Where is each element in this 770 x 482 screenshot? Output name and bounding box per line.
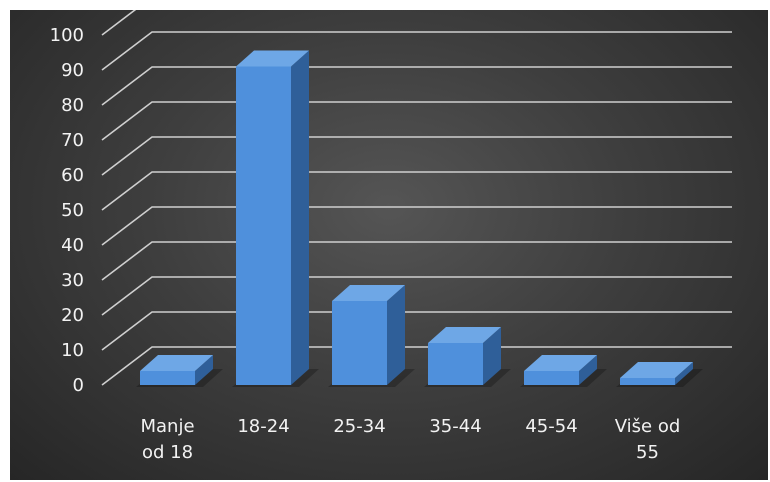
- y-tick-label: 20: [61, 305, 84, 326]
- bar-top-face: [620, 362, 693, 378]
- y-axis-tick-labels: 0 10 20 30 40 50 60 70 80 90 100: [50, 25, 84, 396]
- bar: [524, 355, 597, 385]
- gridline: [101, 346, 732, 386]
- bar-front-face: [524, 371, 579, 385]
- y-tick-label: 60: [61, 165, 84, 186]
- chart-area: 0 10 20 30 40 50 60 70 80 90 100 Manje od 18 18-24 25…: [10, 10, 768, 480]
- gridlines: [101, 10, 732, 386]
- bar: [428, 327, 501, 385]
- bar-front-face: [620, 378, 675, 385]
- x-category-label: 25-34: [333, 416, 385, 437]
- gridline: [101, 31, 732, 71]
- y-tick-label: 40: [61, 235, 84, 256]
- bar-top-face: [524, 355, 597, 371]
- bar-top-face: [332, 285, 405, 301]
- bar-shadows: [136, 369, 703, 387]
- y-tick-label: 70: [61, 130, 84, 151]
- y-tick-label: 80: [61, 95, 84, 116]
- bar-chart: 0 10 20 30 40 50 60 70 80 90 100 Manje od 18 18-24 25…: [50, 10, 732, 463]
- y-tick-label: 10: [61, 340, 84, 361]
- x-category-label: 35-44: [429, 416, 481, 437]
- y-tick-label: 100: [50, 25, 84, 46]
- gridline: [101, 206, 732, 246]
- bar-front-face: [332, 301, 387, 385]
- bar: [236, 50, 309, 385]
- x-category-label: Više od 55: [615, 416, 681, 463]
- gridline: [101, 101, 732, 141]
- bar-top-face: [236, 50, 309, 67]
- bar-side-face: [195, 355, 213, 385]
- x-category-label: Manje od 18: [140, 416, 194, 463]
- gridline: [101, 10, 137, 36]
- gridline: [101, 66, 732, 106]
- gridline: [101, 276, 732, 316]
- bar-side-face: [675, 362, 693, 385]
- x-axis-category-labels: Manje od 18 18-24 25-34 35-44 45-54 Više od 55: [140, 416, 680, 463]
- bar-side-face: [483, 327, 501, 385]
- bar: [620, 362, 693, 385]
- bar-front-face: [140, 371, 195, 385]
- bar-top-face: [428, 327, 501, 343]
- gridline: [101, 171, 732, 211]
- y-tick-label: 50: [61, 200, 84, 221]
- bar-top-face: [140, 355, 213, 371]
- bar-side-face: [291, 50, 309, 385]
- bar: [332, 285, 405, 385]
- gridline: [101, 241, 732, 281]
- x-category-label: 18-24: [237, 416, 289, 437]
- gridline: [101, 311, 732, 351]
- bar-front-face: [236, 66, 291, 385]
- bar: [140, 355, 213, 385]
- y-tick-label: 30: [61, 270, 84, 291]
- bar-front-face: [428, 343, 483, 385]
- bar-side-face: [387, 285, 405, 385]
- x-category-label: 45-54: [525, 416, 577, 437]
- gridline: [101, 136, 732, 176]
- bars: [140, 50, 693, 385]
- y-tick-label: 90: [61, 60, 84, 81]
- bar-side-face: [579, 355, 597, 385]
- y-tick-label: 0: [73, 375, 84, 396]
